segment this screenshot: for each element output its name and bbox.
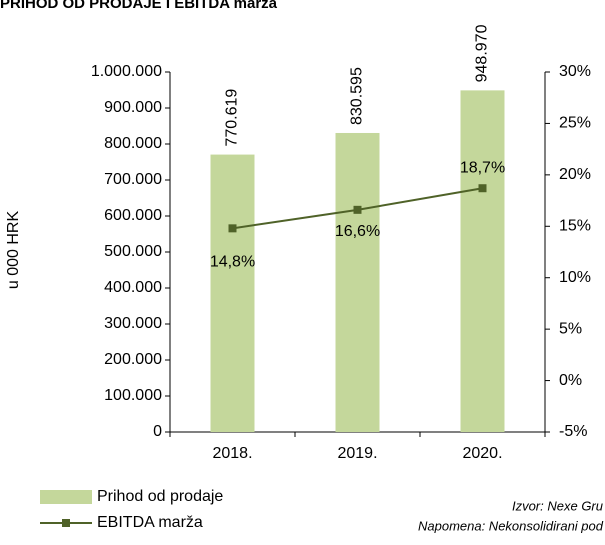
- y-tick-label: 100.000: [104, 387, 162, 404]
- chart-title: PRIHOD OD PRODAJE I EBITDA marža: [0, 0, 278, 12]
- y-tick-label: 500.000: [104, 243, 162, 260]
- y2-tick-label: -5%: [559, 423, 587, 440]
- y2-tick-label: 5%: [559, 320, 582, 337]
- line-marker: [353, 205, 362, 214]
- y2-tick-label: 10%: [559, 269, 591, 286]
- y-tick-label: 700.000: [104, 171, 162, 188]
- x-tick-label: 2018.: [212, 445, 252, 462]
- y-tick-label: 200.000: [104, 351, 162, 368]
- line-value-label: 18,7%: [460, 159, 505, 176]
- y-tick-label: 800.000: [104, 135, 162, 152]
- y2-tick-label: 0%: [559, 372, 582, 389]
- y2-tick-label: 20%: [559, 166, 591, 183]
- y-tick-label: 600.000: [104, 207, 162, 224]
- line-marker: [478, 184, 487, 193]
- line-marker: [228, 224, 237, 233]
- bar: [335, 132, 380, 433]
- y2-tick-label: 15%: [559, 218, 591, 235]
- y-tick-label: 900.000: [104, 99, 162, 116]
- legend-marker: [62, 519, 70, 527]
- source-note: Izvor: Nexe Gru: [512, 498, 603, 513]
- y2-tick-label: 25%: [559, 115, 591, 132]
- y2-tick-label: 30%: [559, 63, 591, 80]
- y-tick-label: 0: [153, 423, 162, 440]
- y-tick-label: 1.000.000: [91, 63, 162, 80]
- bar-value-label: 770.619: [224, 89, 241, 147]
- bar: [210, 154, 255, 433]
- y-axis-label: u 000 HRK: [5, 211, 22, 290]
- bar-value-label: 830.595: [349, 67, 366, 125]
- y-tick-label: 400.000: [104, 279, 162, 296]
- x-tick-label: 2019.: [337, 445, 377, 462]
- legend-label: EBITDA marža: [97, 514, 203, 531]
- y-tick-label: 300.000: [104, 315, 162, 332]
- legend-label: Prihod od prodaje: [97, 488, 223, 505]
- bar: [460, 90, 505, 433]
- bar-value-label: 948.970: [474, 24, 491, 82]
- line-value-label: 14,8%: [210, 254, 255, 271]
- footnote: Napomena: Nekonsolidirani pod: [418, 518, 604, 533]
- x-tick-label: 2020.: [462, 445, 502, 462]
- line-value-label: 16,6%: [335, 223, 380, 240]
- legend-swatch: [40, 490, 92, 504]
